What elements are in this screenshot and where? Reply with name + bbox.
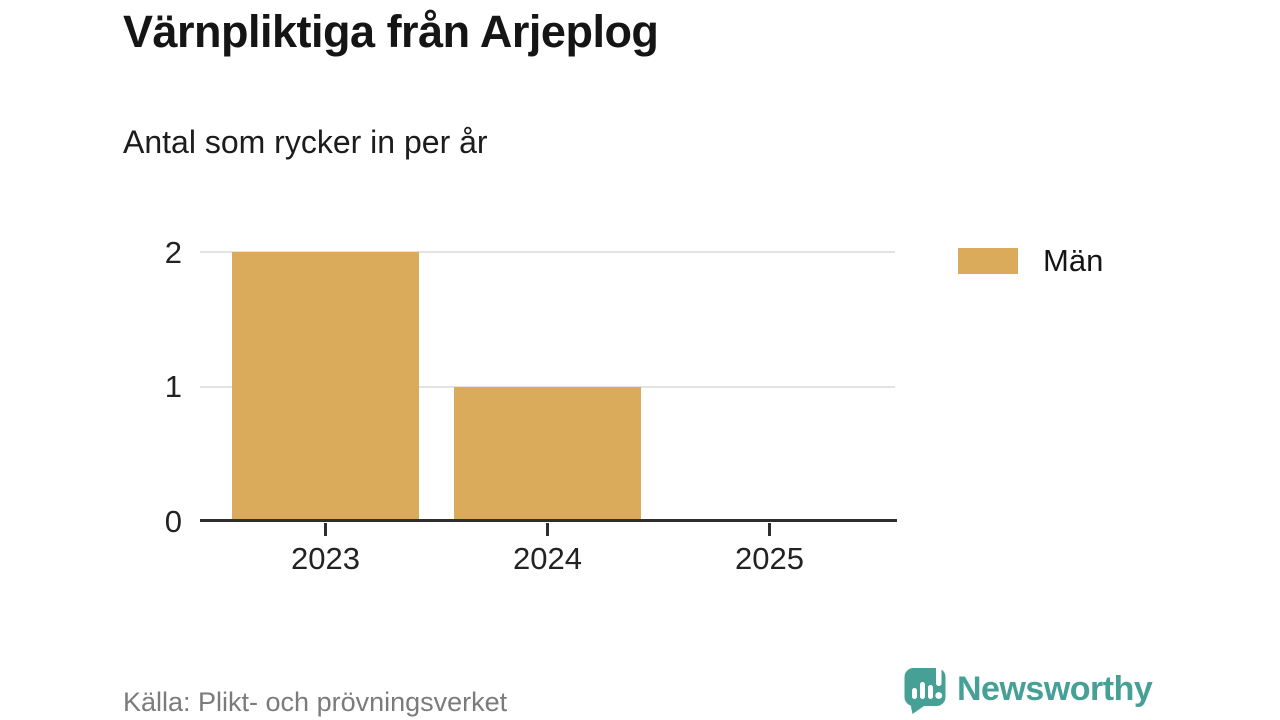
- gridline: [200, 251, 895, 253]
- legend-swatch: [958, 248, 1018, 274]
- newsworthy-icon: [904, 665, 946, 714]
- y-axis-label: 1: [164, 369, 182, 404]
- bar-2024: [454, 386, 641, 521]
- chart-title: Värnpliktiga från Arjeplog: [123, 6, 659, 57]
- source-note: Källa: Plikt- och prövningsverket: [123, 687, 508, 717]
- brand-name: Newsworthy: [957, 669, 1153, 708]
- chart-subtitle: Antal som rycker in per år: [123, 124, 488, 160]
- x-axis-tick: [546, 523, 549, 536]
- x-axis-tick: [324, 523, 327, 536]
- legend: Män: [958, 243, 1103, 279]
- x-axis-tick: [768, 523, 771, 536]
- plot-area: 0 1 2 2023 2024 2025: [165, 237, 897, 576]
- brand-logo: Newsworthy: [903, 664, 1153, 714]
- y-axis-label: 0: [164, 503, 182, 539]
- y-axis-label: 2: [164, 234, 182, 270]
- bar-2023: [232, 252, 419, 521]
- legend-label: Män: [1043, 243, 1104, 278]
- x-axis-label: 2024: [513, 541, 582, 576]
- x-axis-label: 2025: [735, 541, 804, 576]
- x-axis-line: [200, 519, 897, 522]
- x-axis-label: 2023: [291, 541, 360, 576]
